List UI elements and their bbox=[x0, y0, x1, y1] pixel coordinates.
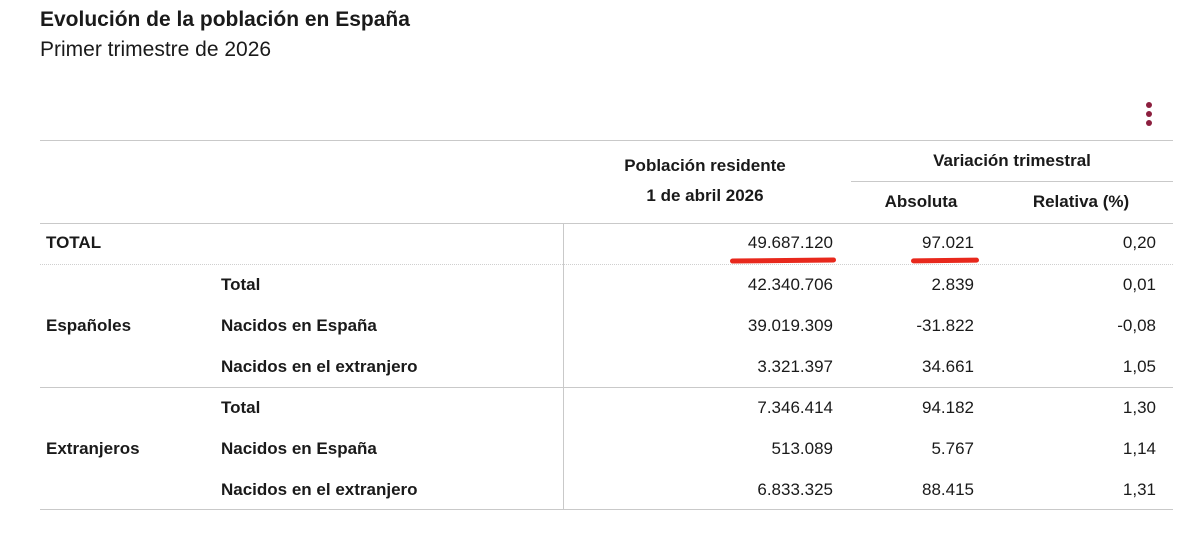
highlight-underline-population bbox=[729, 257, 837, 264]
group-label-foreigners: Extranjeros bbox=[46, 439, 140, 458]
row-label: Nacidos en España bbox=[221, 316, 377, 335]
column-group-header-variation: Variación trimestral bbox=[933, 151, 1091, 170]
absolute-cell: 2.839 bbox=[931, 275, 974, 294]
relative-cell: 0,01 bbox=[1122, 275, 1156, 294]
row-label: TOTAL bbox=[46, 233, 102, 252]
population-cell: 6.833.325 bbox=[757, 480, 833, 499]
column-header-population-date: 1 de abril 2026 bbox=[646, 186, 764, 205]
row-label: Total bbox=[221, 275, 261, 294]
row-label: Nacidos en el extranjero bbox=[221, 480, 418, 499]
population-cell: 513.089 bbox=[771, 439, 833, 458]
highlight-underline-absolute bbox=[910, 257, 980, 264]
column-header-absolute: Absoluta bbox=[884, 192, 958, 211]
page-title: Evolución de la población en España bbox=[40, 8, 410, 31]
variation-group-divider bbox=[851, 181, 1173, 182]
absolute-cell: 5.767 bbox=[931, 439, 974, 458]
more-vertical-icon[interactable] bbox=[1144, 102, 1154, 128]
row-label: Nacidos en el extranjero bbox=[221, 357, 418, 376]
relative-cell: 1,05 bbox=[1122, 357, 1156, 376]
relative-cell: 1,31 bbox=[1122, 480, 1156, 499]
group-label-spaniards: Españoles bbox=[46, 316, 132, 335]
absolute-cell: -31.822 bbox=[916, 316, 974, 335]
absolute-cell: 97.021 bbox=[922, 233, 974, 252]
relative-cell: -0,08 bbox=[1117, 316, 1156, 335]
table-bottom-border bbox=[40, 509, 1173, 510]
page-subtitle: Primer trimestre de 2026 bbox=[40, 38, 272, 61]
column-divider bbox=[563, 223, 564, 510]
population-cell: 7.346.414 bbox=[757, 398, 833, 417]
row-divider bbox=[40, 264, 1173, 265]
relative-cell: 0,20 bbox=[1122, 233, 1156, 252]
column-header-population: Población residente bbox=[624, 156, 786, 175]
table-top-border bbox=[40, 140, 1173, 141]
group-divider bbox=[40, 387, 1173, 388]
population-cell: 42.340.706 bbox=[747, 275, 833, 294]
population-cell: 3.321.397 bbox=[757, 357, 833, 376]
absolute-cell: 94.182 bbox=[922, 398, 974, 417]
absolute-cell: 88.415 bbox=[922, 480, 974, 499]
absolute-cell: 34.661 bbox=[922, 357, 974, 376]
population-cell: 49.687.120 bbox=[747, 233, 833, 252]
population-cell: 39.019.309 bbox=[747, 316, 833, 335]
row-label: Total bbox=[221, 398, 261, 417]
relative-cell: 1,30 bbox=[1122, 398, 1156, 417]
relative-cell: 1,14 bbox=[1122, 439, 1156, 458]
column-header-relative: Relativa (%) bbox=[1032, 192, 1130, 211]
header-bottom-border bbox=[40, 223, 1173, 224]
row-label: Nacidos en España bbox=[221, 439, 377, 458]
